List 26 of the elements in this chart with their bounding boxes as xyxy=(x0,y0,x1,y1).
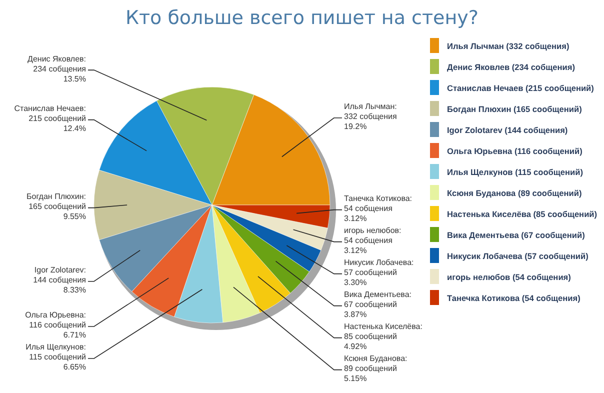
legend-label: Настенька Киселёва (85 сообщений) xyxy=(447,209,598,219)
data-label: Илья Щелкунов: 115 сообщений 6.65% xyxy=(26,342,86,372)
data-label: Ольга Юрьевна: 116 сообщений 6.71% xyxy=(25,310,86,340)
data-label: Никусик Лобачева: 57 сообщений 3.30% xyxy=(344,258,414,287)
legend-label: игорь нелюбов (54 собщения) xyxy=(447,272,572,282)
legend-label: Ксюня Буданова (89 сообщений) xyxy=(447,188,582,198)
legend-label: Танечка Котикова (54 собщения) xyxy=(447,293,581,303)
data-label: Ксюня Буданова: 89 сообщений 5.15% xyxy=(344,354,408,383)
legend-label: Денис Яковлев (234 собщения) xyxy=(447,62,576,72)
chart-title: Кто больше всего пишет на стену? xyxy=(125,7,479,29)
legend-label: Вика Дементьева (67 сообщений) xyxy=(447,230,586,240)
legend-label: Igor Zolotarev (144 собщения) xyxy=(447,125,568,135)
data-label: Богдан Плюхин: 165 сообщений 9.55% xyxy=(26,192,86,221)
data-label: игорь нелюбов: 54 собщения 3.12% xyxy=(344,226,402,255)
data-label: Илья Лычман: 332 собщения 19.2% xyxy=(344,102,397,132)
legend-label: Богдан Плюхин (165 сообщений) xyxy=(447,104,582,114)
data-label: Станислав Нечаев: 215 сообщений 12.4% xyxy=(14,104,86,134)
data-label: Igor Zolotarev: 144 собщения 8.33% xyxy=(33,266,86,295)
data-label: Настенька Киселёва: 85 сообщений 4.92% xyxy=(344,322,422,351)
legend-label: Никусик Лобачева (57 сообщений) xyxy=(447,251,589,261)
legend-label: Ольга Юрьевна (116 сообщений) xyxy=(447,146,583,156)
legend-label: Илья Щелкунов (115 сообщений) xyxy=(447,167,584,177)
data-label: Вика Дементьева: 67 сообщений 3.87% xyxy=(344,290,412,319)
legend-label: Станислав Нечаев (215 сообщений) xyxy=(447,83,594,93)
data-label: Денис Яковлев: 234 собщения 13.5% xyxy=(28,54,86,84)
legend-label: Илья Лычман (332 собщения) xyxy=(447,41,570,51)
